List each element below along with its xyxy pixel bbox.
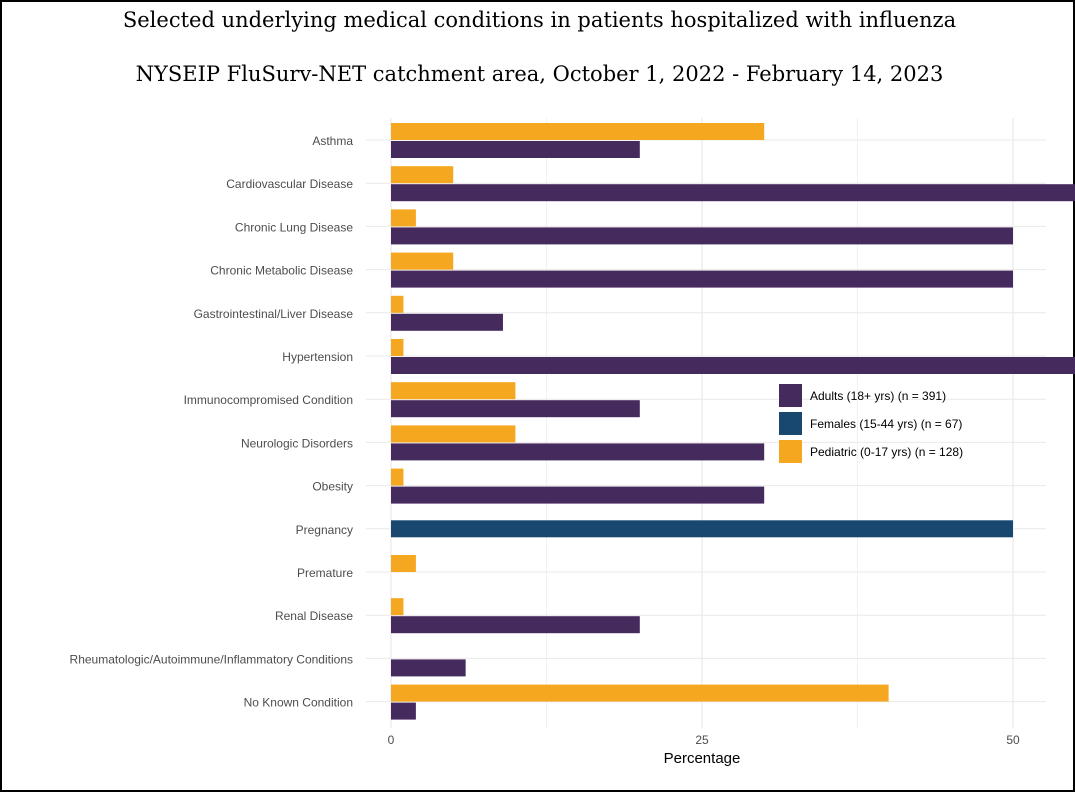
x-tick-labels: 0255075100 bbox=[388, 733, 1020, 747]
legend-label: Females (15-44 yrs) (n = 67) bbox=[810, 417, 962, 431]
chart-subtitle: NYSEIP FluSurv-NET catchment area, Octob… bbox=[135, 62, 944, 86]
bar-pediatric bbox=[391, 684, 889, 702]
bar-adults bbox=[391, 443, 765, 461]
bar-adults bbox=[391, 313, 503, 331]
bars bbox=[391, 123, 1075, 720]
bar-adults bbox=[391, 357, 1075, 374]
x-tick-label: 25 bbox=[695, 733, 709, 747]
category-label: Renal Disease bbox=[275, 609, 353, 623]
category-label: Cardiovascular Disease bbox=[226, 177, 353, 191]
bar-pediatric bbox=[391, 468, 404, 486]
category-label: Hypertension bbox=[282, 350, 353, 364]
legend: Adults (18+ yrs) (n = 391) Females (15-44… bbox=[779, 384, 963, 463]
category-labels: Asthma Cardiovascular Disease Chronic Lung… bbox=[70, 134, 354, 710]
bar-adults bbox=[391, 141, 640, 158]
category-label: Pregnancy bbox=[296, 523, 353, 537]
category-label: Premature bbox=[297, 566, 353, 580]
category-label: Gastrointestinal/Liver Disease bbox=[194, 307, 354, 321]
chart-title: Selected underlying medical conditions i… bbox=[122, 8, 957, 32]
category-label: Chronic Metabolic Disease bbox=[210, 264, 353, 278]
bar-adults bbox=[391, 486, 765, 504]
bar-pediatric bbox=[391, 209, 416, 227]
bar-pediatric bbox=[391, 425, 516, 443]
x-tick-label: 0 bbox=[388, 733, 395, 747]
bar-pediatric bbox=[391, 382, 516, 400]
bar-adults bbox=[391, 616, 640, 634]
bar-pediatric bbox=[391, 295, 404, 313]
bar-adults bbox=[391, 659, 466, 677]
category-label: Asthma bbox=[312, 134, 353, 148]
bar-adults bbox=[391, 184, 1075, 202]
bar-adults bbox=[391, 702, 416, 720]
bar-pediatric bbox=[391, 598, 404, 616]
grid-lines bbox=[366, 118, 1046, 728]
legend-label: Pediatric (0-17 yrs) (n = 128) bbox=[810, 445, 963, 459]
bar-pediatric bbox=[391, 252, 454, 270]
legend-swatch bbox=[779, 440, 802, 463]
legend-swatch bbox=[779, 384, 802, 407]
bar-adults bbox=[391, 227, 1013, 245]
bar-adults bbox=[391, 270, 1013, 288]
legend-label: Adults (18+ yrs) (n = 391) bbox=[810, 389, 946, 403]
bar-pediatric bbox=[391, 123, 765, 140]
bar-pediatric bbox=[391, 339, 404, 356]
bar-females bbox=[391, 520, 1013, 538]
x-axis-title: Percentage bbox=[664, 750, 741, 767]
category-label: Obesity bbox=[312, 480, 353, 494]
bar-adults bbox=[391, 400, 640, 418]
bar-pediatric bbox=[391, 555, 416, 572]
category-label: Immunocompromised Condition bbox=[184, 393, 353, 407]
legend-swatch bbox=[779, 412, 802, 435]
bar-pediatric bbox=[391, 166, 454, 184]
category-label: Neurologic Disorders bbox=[241, 436, 353, 450]
x-tick-label: 50 bbox=[1006, 733, 1020, 747]
category-label: No Known Condition bbox=[244, 696, 353, 710]
category-label: Rheumatologic/Autoimmune/Inflammatory Co… bbox=[70, 652, 353, 666]
category-label: Chronic Lung Disease bbox=[235, 220, 353, 234]
